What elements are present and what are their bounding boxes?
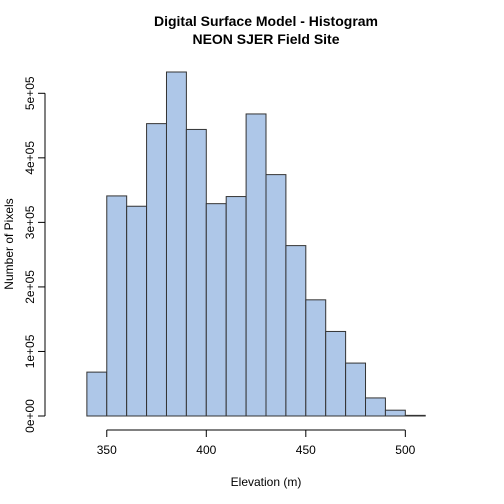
y-tick-label-4: 4e+05 bbox=[23, 141, 37, 175]
x-axis-label: Elevation (m) bbox=[231, 475, 302, 489]
histogram-bar-6 bbox=[205, 203, 227, 417]
histogram-bar-14 bbox=[365, 397, 386, 417]
y-tick-label-3: 3e+05 bbox=[23, 205, 37, 239]
y-tick-label-5: 5e+05 bbox=[23, 76, 37, 110]
x-axis: 350 400 450 500 bbox=[97, 429, 416, 457]
chart-title-line1: Digital Surface Model - Histogram bbox=[154, 13, 378, 29]
histogram-bar-4 bbox=[165, 71, 187, 417]
histogram-bar-9 bbox=[265, 174, 287, 417]
histogram-bar-2 bbox=[126, 205, 148, 417]
histogram-bar-5 bbox=[185, 128, 207, 417]
histogram-bar-12 bbox=[325, 330, 347, 417]
histogram-bar-3 bbox=[146, 123, 167, 417]
histogram-bar-11 bbox=[305, 299, 327, 417]
y-tick-label-0: 0e+00 bbox=[23, 399, 37, 433]
histogram-bar-7 bbox=[225, 196, 247, 417]
x-tick-label-0: 350 bbox=[97, 443, 117, 457]
histogram-bar-1 bbox=[106, 195, 128, 417]
histogram-bar-8 bbox=[245, 113, 267, 417]
chart-title-line2: NEON SJER Field Site bbox=[192, 31, 339, 47]
histogram-bar-10 bbox=[285, 245, 307, 417]
y-tick-label-1: 1e+05 bbox=[23, 334, 37, 368]
x-tick-label-1: 400 bbox=[196, 443, 216, 457]
histogram-bar-16 bbox=[404, 414, 426, 417]
x-tick-label-2: 450 bbox=[296, 443, 316, 457]
histogram-bar-13 bbox=[345, 362, 367, 417]
bar-group bbox=[86, 71, 426, 417]
histogram-bar-15 bbox=[384, 409, 406, 417]
y-tick-label-2: 2e+05 bbox=[23, 270, 37, 304]
y-axis-label: Number of Pixels bbox=[2, 198, 16, 289]
histogram-bar-0 bbox=[86, 371, 108, 417]
y-axis: 0e+00 1e+05 2e+05 3e+05 4e+05 5e+05 bbox=[23, 76, 46, 433]
x-tick-label-3: 500 bbox=[395, 443, 415, 457]
